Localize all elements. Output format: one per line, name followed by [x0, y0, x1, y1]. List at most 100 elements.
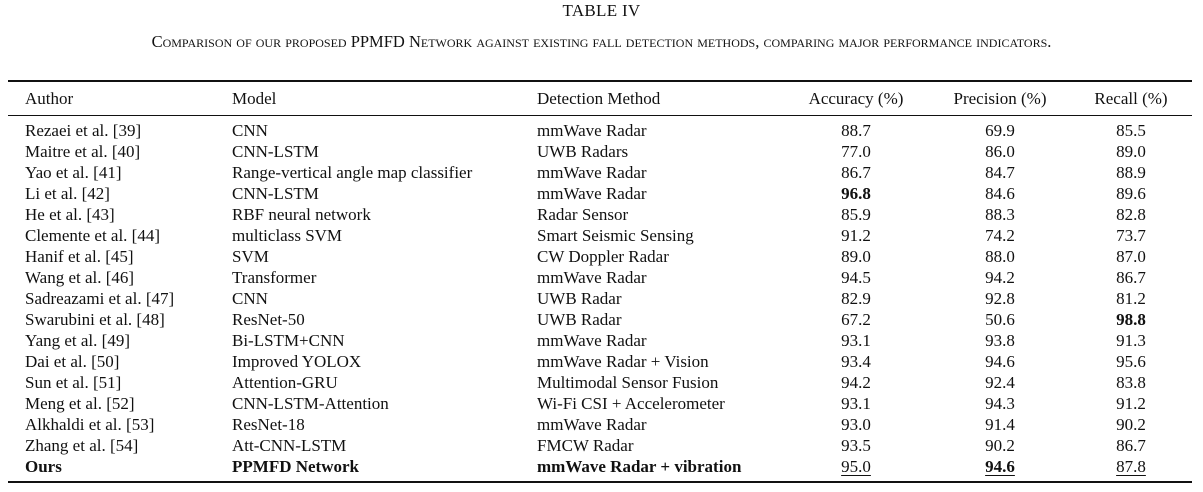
cell-recall: 91.3: [1116, 331, 1146, 350]
cell-precision: 92.8: [985, 289, 1015, 308]
cell-accuracy: 91.2: [841, 226, 871, 245]
cell-recall: 83.8: [1116, 373, 1146, 392]
cell-model: Att-CNN-LSTM: [232, 436, 347, 455]
cell-recall: 82.8: [1116, 205, 1146, 224]
header-author: Author: [25, 89, 74, 108]
cell-accuracy: 88.7: [841, 121, 871, 140]
cell-model: Bi-LSTM+CNN: [232, 331, 345, 350]
cell-author: Yao et al. [41]: [25, 163, 122, 182]
cell-accuracy: 96.8: [841, 184, 871, 203]
cell-detection-method: mmWave Radar: [537, 121, 647, 140]
cell-recall: 87.0: [1116, 247, 1146, 266]
cell-detection-method: mmWave Radar: [537, 268, 647, 287]
cell-model: PPMFD Network: [232, 457, 359, 476]
cell-author: Swarubini et al. [48]: [25, 310, 165, 329]
table-caption: Comparison of our proposed PPMFD Network…: [151, 32, 1052, 51]
cell-precision: 90.2: [985, 436, 1015, 455]
cell-model: CNN: [232, 289, 268, 308]
header-recall: Recall (%): [1094, 89, 1168, 108]
cell-recall: 95.6: [1116, 352, 1146, 371]
cell-precision: 94.3: [985, 394, 1015, 413]
cell-precision: 91.4: [985, 415, 1015, 434]
cell-author: Alkhaldi et al. [53]: [25, 415, 155, 434]
bottom-rule: [8, 481, 1192, 483]
cell-author: Ours: [25, 457, 62, 476]
cell-model: Improved YOLOX: [232, 352, 362, 371]
header-model: Model: [232, 89, 277, 108]
cell-precision: 88.3: [985, 205, 1015, 224]
cell-detection-method: mmWave Radar: [537, 184, 647, 203]
cell-precision: 86.0: [985, 142, 1015, 161]
cell-precision: 69.9: [985, 121, 1015, 140]
cell-author: Zhang et al. [54]: [25, 436, 139, 455]
cell-accuracy: 93.1: [841, 394, 871, 413]
cell-author: Meng et al. [52]: [25, 394, 135, 413]
cell-accuracy: 95.0: [841, 457, 871, 476]
cell-recall: 73.7: [1116, 226, 1146, 245]
cell-recall: 85.5: [1116, 121, 1146, 140]
cell-author: Hanif et al. [45]: [25, 247, 134, 266]
cell-author: Li et al. [42]: [25, 184, 110, 203]
cell-recall: 91.2: [1116, 394, 1146, 413]
cell-accuracy: 89.0: [841, 247, 871, 266]
cell-accuracy: 77.0: [841, 142, 871, 161]
cell-recall: 98.8: [1116, 310, 1146, 329]
header-rule: [8, 115, 1192, 117]
cell-model: ResNet-18: [232, 415, 305, 434]
cell-precision: 88.0: [985, 247, 1015, 266]
cell-precision: 92.4: [985, 373, 1015, 392]
cell-model: multiclass SVM: [232, 226, 343, 245]
cell-author: Wang et al. [46]: [25, 268, 135, 287]
cell-author: Rezaei et al. [39]: [25, 121, 142, 140]
cell-precision: 93.8: [985, 331, 1015, 350]
cell-model: Transformer: [232, 268, 317, 287]
cell-detection-method: mmWave Radar: [537, 415, 647, 434]
cell-accuracy: 93.4: [841, 352, 871, 371]
cell-author: Yang et al. [49]: [25, 331, 130, 350]
cell-detection-method: CW Doppler Radar: [537, 247, 669, 266]
cell-model: CNN-LSTM: [232, 142, 319, 161]
cell-detection-method: FMCW Radar: [537, 436, 634, 455]
cell-precision: 94.6: [985, 457, 1015, 476]
cell-recall: 89.6: [1116, 184, 1146, 203]
cell-recall: 86.7: [1116, 436, 1146, 455]
cell-model: ResNet-50: [232, 310, 305, 329]
header-accuracy: Accuracy (%): [808, 89, 904, 108]
cell-detection-method: mmWave Radar + vibration: [537, 457, 742, 476]
cell-precision: 94.2: [985, 268, 1015, 287]
cell-recall: 88.9: [1116, 163, 1146, 182]
cell-accuracy: 86.7: [841, 163, 871, 182]
cell-accuracy: 94.5: [841, 268, 871, 287]
cell-model: CNN-LSTM: [232, 184, 319, 203]
cell-recall: 87.8: [1116, 457, 1146, 476]
cell-model: CNN-LSTM-Attention: [232, 394, 389, 413]
cell-model: Range-vertical angle map classifier: [232, 163, 473, 182]
header-precision: Precision (%): [953, 89, 1047, 108]
cell-precision: 50.6: [985, 310, 1015, 329]
cell-accuracy: 67.2: [841, 310, 871, 329]
cell-detection-method: mmWave Radar: [537, 163, 647, 182]
cell-model: CNN: [232, 121, 268, 140]
header-detection-method: Detection Method: [537, 89, 661, 108]
cell-author: Clemente et al. [44]: [25, 226, 161, 245]
cell-detection-method: Smart Seismic Sensing: [537, 226, 694, 245]
cell-model: RBF neural network: [232, 205, 371, 224]
table-label: TABLE IV: [562, 1, 641, 20]
cell-model: Attention-GRU: [232, 373, 338, 392]
cell-recall: 81.2: [1116, 289, 1146, 308]
cell-author: Maitre et al. [40]: [25, 142, 141, 161]
cell-precision: 84.7: [985, 163, 1015, 182]
cell-precision: 84.6: [985, 184, 1015, 203]
cell-accuracy: 93.5: [841, 436, 871, 455]
cell-precision: 74.2: [985, 226, 1015, 245]
cell-detection-method: Multimodal Sensor Fusion: [537, 373, 719, 392]
cell-recall: 90.2: [1116, 415, 1146, 434]
cell-author: Sadreazami et al. [47]: [25, 289, 175, 308]
cell-detection-method: UWB Radar: [537, 310, 622, 329]
cell-recall: 89.0: [1116, 142, 1146, 161]
cell-accuracy: 93.1: [841, 331, 871, 350]
top-rule: [8, 80, 1192, 82]
cell-detection-method: UWB Radar: [537, 289, 622, 308]
cell-precision: 94.6: [985, 352, 1015, 371]
cell-detection-method: UWB Radars: [537, 142, 629, 161]
